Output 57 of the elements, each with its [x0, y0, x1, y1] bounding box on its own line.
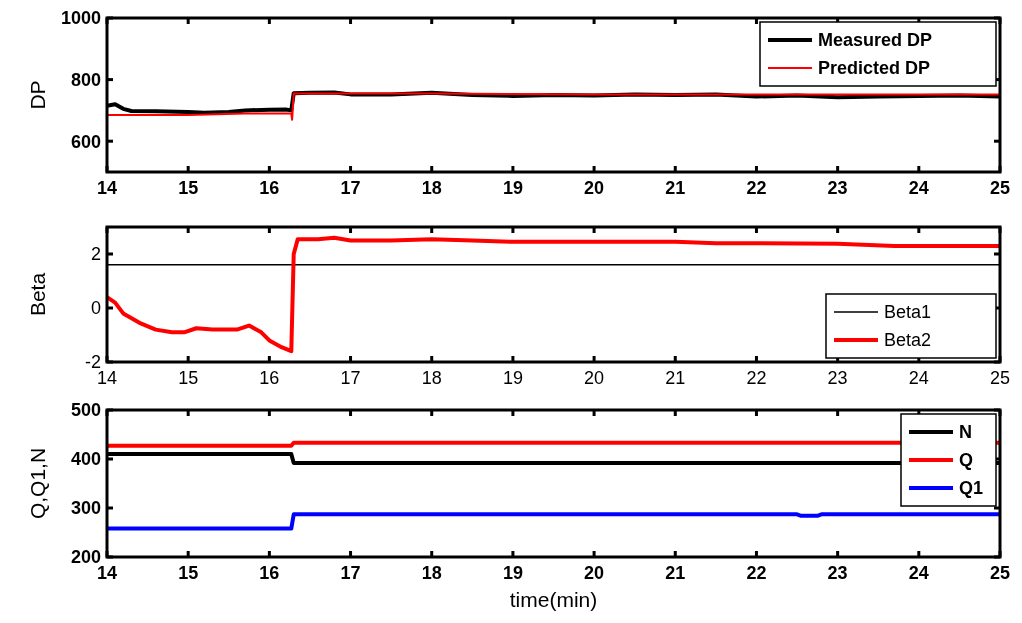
x-tick-label: 25 — [989, 178, 1011, 198]
x-tick-label: 21 — [665, 563, 686, 583]
x-tick-label: 17 — [340, 563, 361, 583]
x-tick-label: 14 — [96, 368, 118, 388]
x-tick-label: 23 — [827, 178, 848, 198]
x-tick-label: 20 — [584, 368, 605, 388]
x-tick-label: 15 — [178, 368, 199, 388]
x-tick-label: 14 — [96, 178, 118, 198]
x-tick-label: 20 — [584, 178, 605, 198]
y-axis-title: DP — [26, 80, 49, 110]
x-tick-label: 15 — [178, 563, 199, 583]
x-tick-label: 15 — [178, 178, 199, 198]
y-axis-title: Q,Q1,N — [26, 447, 49, 520]
y-tick-label: 500 — [70, 400, 101, 421]
x-tick-label: 18 — [421, 563, 442, 583]
legend-label: Beta2 — [884, 330, 932, 351]
legend-label: Q — [959, 450, 974, 471]
y-tick-label: 600 — [70, 131, 101, 152]
x-tick-label: 19 — [502, 368, 523, 388]
line-series — [107, 92, 1000, 121]
x-tick-label: 14 — [96, 563, 118, 583]
legend-label: Beta1 — [884, 302, 932, 323]
x-tick-label: 21 — [665, 178, 686, 198]
x-tick-label: 24 — [908, 368, 929, 388]
x-tick-label: 24 — [908, 178, 929, 198]
y-tick-label: 1000 — [60, 8, 101, 29]
x-tick-label: 17 — [340, 178, 361, 198]
x-tick-label: 22 — [746, 368, 767, 388]
x-tick-label: 22 — [746, 178, 767, 198]
x-tick-label: 16 — [259, 368, 280, 388]
x-tick-label: 16 — [259, 563, 280, 583]
x-tick-label: 18 — [421, 368, 442, 388]
y-tick-label: 400 — [70, 449, 101, 470]
x-tick-label: 23 — [827, 563, 848, 583]
legend-label: Predicted DP — [818, 58, 931, 79]
legend-label: Q1 — [959, 478, 984, 499]
y-axis-title: Beta — [26, 272, 49, 317]
line-series — [107, 235, 1000, 354]
x-tick-label: 18 — [421, 178, 442, 198]
x-tick-label: 22 — [746, 563, 767, 583]
y-tick-label: 0 — [90, 298, 101, 319]
y-tick-label: 300 — [70, 498, 101, 519]
x-tick-label: 25 — [989, 368, 1011, 388]
x-tick-label: 25 — [989, 563, 1011, 583]
legend-label: Measured DP — [818, 30, 933, 51]
x-tick-label: 20 — [584, 563, 605, 583]
x-tick-label: 19 — [502, 178, 523, 198]
legend-label: N — [959, 422, 972, 443]
x-tick-label: 17 — [340, 368, 361, 388]
y-tick-label: 800 — [70, 69, 101, 90]
x-tick-label: 23 — [827, 368, 848, 388]
x-tick-label: 16 — [259, 178, 280, 198]
x-axis-title: time(min) — [509, 588, 598, 611]
x-tick-label: 19 — [502, 563, 523, 583]
x-tick-label: 24 — [908, 563, 929, 583]
y-tick-label: 2 — [90, 244, 101, 265]
x-tick-label: 21 — [665, 368, 686, 388]
